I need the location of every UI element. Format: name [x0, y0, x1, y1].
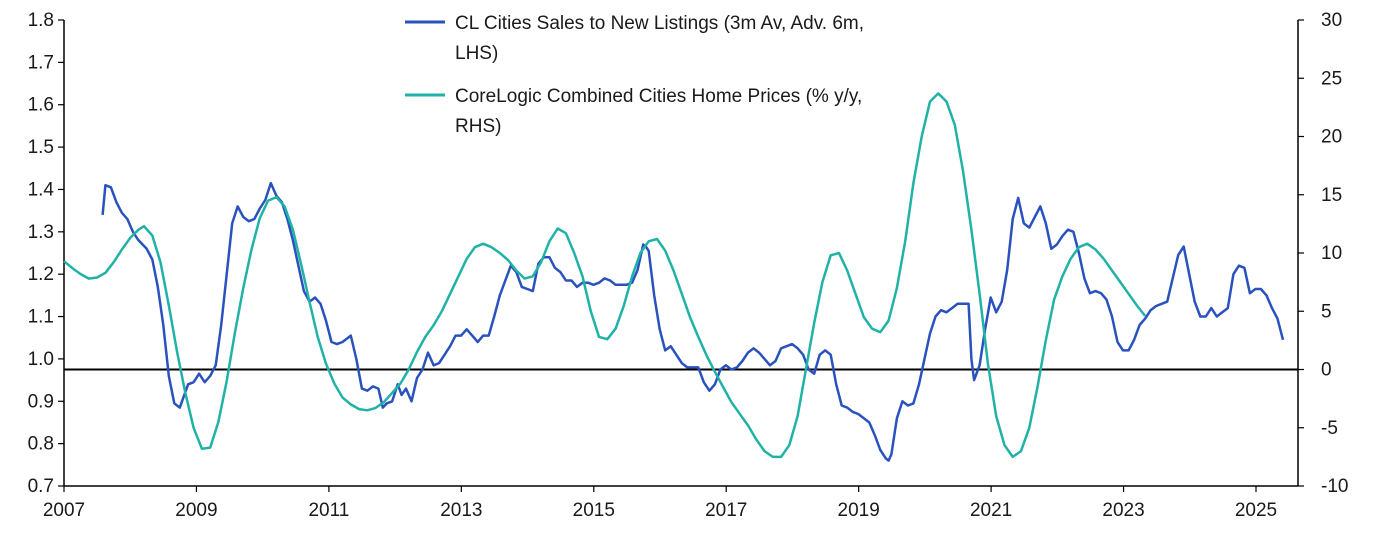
- right-tick-label: 15: [1321, 185, 1342, 206]
- legend-label-2: RHS): [455, 116, 501, 137]
- x-tick-label: 2007: [43, 500, 85, 521]
- x-tick-label: 2025: [1235, 500, 1277, 521]
- series-line-1: [101, 181, 1285, 462]
- left-tick-label: 1.2: [28, 264, 54, 285]
- right-tick-label: 25: [1321, 68, 1342, 89]
- x-tick-label: 2011: [308, 500, 349, 521]
- left-tick-label: 1.1: [28, 307, 54, 328]
- left-tick-label: 1.4: [28, 179, 55, 200]
- legend: CL Cities Sales to New Listings (3m Av, …: [405, 13, 864, 137]
- series-line-2: [63, 92, 1147, 459]
- x-tick-label: 2023: [1102, 500, 1144, 521]
- right-tick-label: 30: [1321, 10, 1342, 31]
- x-tick-label: 2015: [573, 500, 615, 521]
- x-tick-label: 2017: [705, 500, 747, 521]
- left-tick-label: 1.6: [28, 95, 54, 116]
- axes: 0.7 0.8 0.9 1.0 1.1 1.2 1.3 1.4 1.5 1.6 1.7 1.8 -10 -…: [28, 10, 1349, 521]
- right-tick-label: 0: [1321, 360, 1332, 381]
- x-tick-label: 2021: [970, 500, 1012, 521]
- legend-label-1: CL Cities Sales to New Listings (3m Av, …: [455, 13, 864, 34]
- left-tick-label: 1.7: [28, 52, 54, 73]
- series-layer: [63, 92, 1285, 462]
- left-tick-label: 1.5: [28, 137, 54, 158]
- right-tick-label: 10: [1321, 243, 1342, 264]
- right-tick-label: -10: [1321, 476, 1348, 497]
- x-tick-label: 2013: [440, 500, 482, 521]
- left-tick-label: 1.0: [28, 349, 54, 370]
- legend-label-1: LHS): [455, 43, 498, 64]
- left-tick-label: 0.9: [28, 391, 54, 412]
- left-tick-label: 0.8: [28, 434, 54, 455]
- right-tick-label: 5: [1321, 301, 1332, 322]
- x-tick-label: 2009: [175, 500, 217, 521]
- legend-label-2: CoreLogic Combined Cities Home Prices (%…: [455, 86, 862, 107]
- x-tick-label: 2019: [838, 500, 880, 521]
- left-tick-label: 0.7: [28, 476, 54, 497]
- left-tick-label: 1.3: [28, 222, 54, 243]
- right-tick-label: 20: [1321, 127, 1342, 148]
- left-tick-label: 1.8: [28, 10, 54, 31]
- right-tick-label: -5: [1321, 418, 1338, 439]
